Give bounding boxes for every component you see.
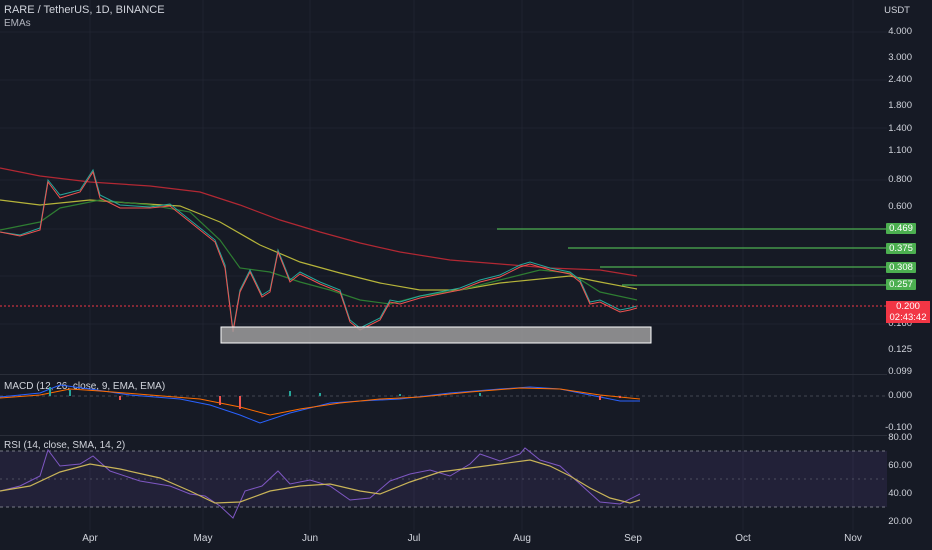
month-label: Aug [513,533,531,544]
month-label: Apr [82,533,98,544]
macd-tick: -0.100 [885,422,912,433]
rsi-line [0,447,641,519]
level-tag: 0.375 [886,243,916,254]
level-tag: 0.308 [886,262,916,273]
macd-title[interactable]: MACD (12, 26, close, 9, EMA, EMA) [4,381,166,392]
pane-separator [0,374,887,375]
signal-line [0,387,641,416]
candles [0,168,638,333]
price-tick: 0.125 [888,344,912,355]
symbol-title[interactable]: RARE / TetherUS, 1D, BINANCE [4,4,165,16]
price-chart[interactable] [0,0,887,550]
rsi-tick: 80.00 [888,432,912,443]
currency-label: USDT [884,5,910,16]
month-label: Sep [624,533,642,544]
price-tick: 0.600 [888,201,912,212]
rsi-chart[interactable] [0,436,887,526]
price-tick: 0.160 [888,318,912,329]
price-tick: 1.100 [888,145,912,156]
month-label: May [193,533,213,544]
price-tick: 2.400 [888,74,912,85]
macd-histogram [49,387,621,409]
pane-separator [0,435,887,436]
rsi-tick: 40.00 [888,488,912,499]
current-price: 0.200 [896,301,920,312]
macd-chart[interactable] [0,375,887,435]
countdown: 02:43:42 [889,312,927,323]
rsi-title[interactable]: RSI (14, close, SMA, 14, 2) [4,440,126,451]
support-zone [220,326,652,344]
level-tag: 0.257 [886,279,916,290]
chart-header: RARE / TetherUS, 1D, BINANCE EMAs [4,4,165,30]
price-tick: 4.000 [888,26,912,37]
month-label: Nov [844,533,862,544]
level-tag: 0.469 [886,223,916,234]
month-label: Jun [301,533,319,544]
month-label: Oct [735,533,751,544]
price-tick: 0.800 [888,174,912,185]
macd-tick: 0.000 [888,390,912,401]
ema-short-line [0,199,638,305]
price-tick: 3.000 [888,52,912,63]
indicator-label[interactable]: EMAs [4,18,31,29]
rsi-ma-line [0,459,641,504]
price-tick: 1.800 [888,100,912,111]
price-tick: 1.400 [888,123,912,134]
current-price-tag: 0.200 02:43:42 [886,301,930,323]
price-tick: 0.099 [888,366,912,377]
rsi-tick: 60.00 [888,460,912,471]
month-label: Jul [407,533,421,544]
rsi-tick: 20.00 [888,516,912,527]
ema-long-line [0,167,638,277]
